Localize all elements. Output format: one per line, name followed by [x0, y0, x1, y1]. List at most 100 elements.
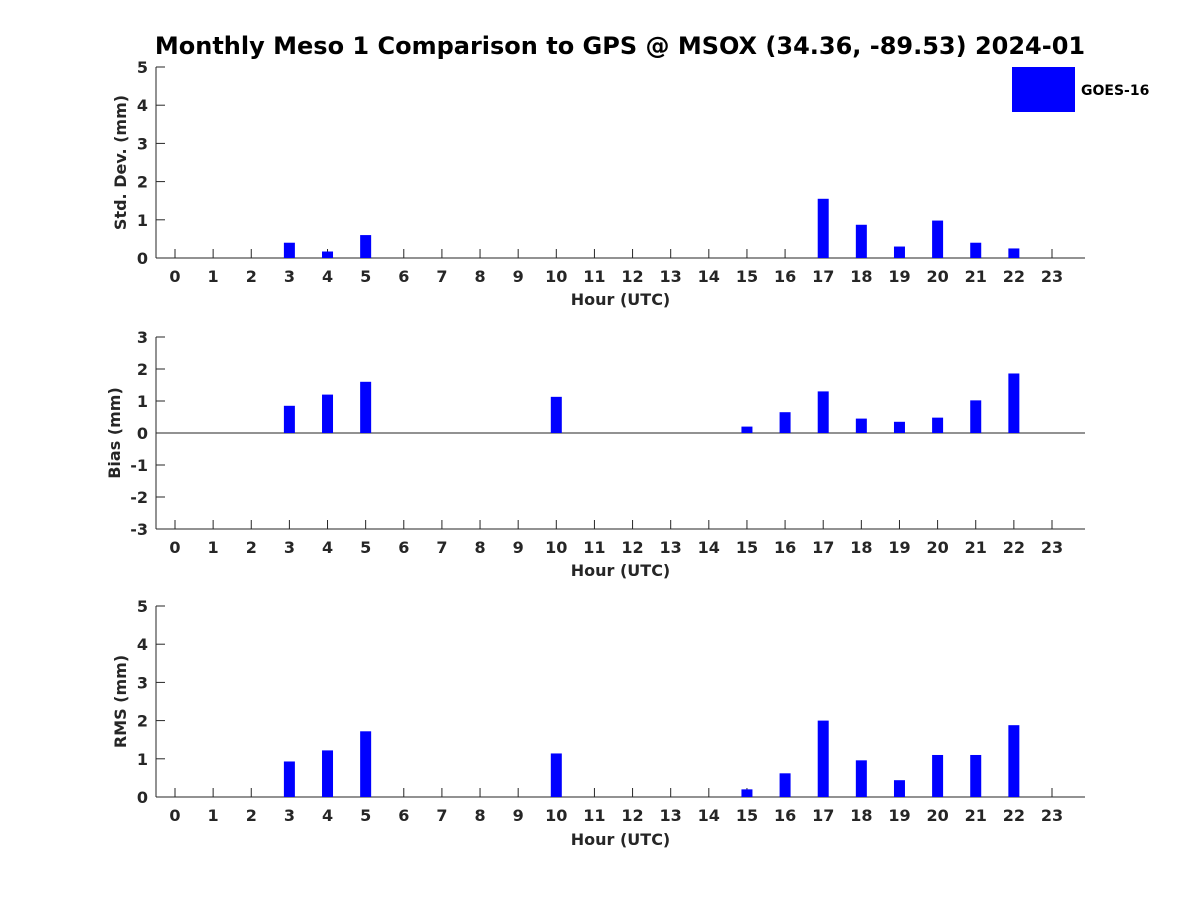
bar-hour-3 [283, 405, 295, 433]
x-tick-label: 19 [888, 267, 910, 286]
x-tick-label: 21 [965, 538, 987, 557]
x-tick-label: 20 [926, 267, 948, 286]
y-axis-label: Bias (mm) [105, 387, 124, 479]
bar-hour-22 [1008, 725, 1020, 797]
bar-hour-20 [932, 754, 944, 797]
bar-hour-5 [360, 235, 372, 258]
y-tick-label: 2 [137, 712, 148, 731]
x-tick-label: 15 [736, 267, 758, 286]
bar-hour-19 [893, 246, 905, 258]
y-tick-label: 1 [137, 750, 148, 769]
x-tick-label: 17 [812, 267, 834, 286]
x-tick-label: 5 [360, 806, 371, 825]
x-tick-label: 13 [660, 806, 682, 825]
y-tick-label: 3 [137, 673, 148, 692]
x-tick-label: 17 [812, 806, 834, 825]
x-tick-label: 4 [322, 806, 333, 825]
bar-hour-22 [1008, 248, 1020, 258]
x-tick-label: 18 [850, 806, 872, 825]
bar-hour-18 [855, 760, 867, 797]
y-tick-label: 0 [137, 249, 148, 268]
y-tick-label: 2 [137, 173, 148, 192]
x-tick-label: 8 [474, 267, 485, 286]
x-tick-label: 1 [208, 806, 219, 825]
x-tick-label: 20 [926, 806, 948, 825]
bar-hour-16 [779, 412, 791, 433]
x-tick-label: 8 [474, 806, 485, 825]
y-tick-label: 5 [137, 597, 148, 616]
bar-hour-20 [932, 220, 944, 258]
x-axis-label: Hour (UTC) [571, 830, 671, 849]
x-tick-label: 13 [660, 267, 682, 286]
y-tick-label: 2 [137, 360, 148, 379]
y-tick-label: 4 [137, 96, 148, 115]
y-tick-label: -3 [130, 520, 148, 539]
bar-hour-10 [550, 396, 562, 433]
x-tick-label: 18 [850, 538, 872, 557]
y-axis-label: Std. Dev. (mm) [111, 95, 130, 230]
y-tick-label: 0 [137, 424, 148, 443]
x-tick-label: 23 [1041, 267, 1063, 286]
bar-hour-4 [322, 750, 334, 797]
bar-hour-17 [817, 720, 829, 797]
y-tick-label: 5 [137, 58, 148, 77]
y-tick-label: 1 [137, 211, 148, 230]
x-tick-label: 23 [1041, 806, 1063, 825]
x-tick-label: 9 [513, 267, 524, 286]
y-tick-label: 3 [137, 328, 148, 347]
bar-hour-21 [970, 754, 982, 797]
x-tick-label: 14 [698, 538, 720, 557]
x-tick-label: 17 [812, 538, 834, 557]
bar-hour-17 [817, 391, 829, 433]
x-tick-label: 0 [169, 806, 180, 825]
y-axis-label: RMS (mm) [111, 655, 130, 748]
bar-hour-18 [855, 418, 867, 433]
bar-hour-3 [283, 242, 295, 258]
x-tick-label: 18 [850, 267, 872, 286]
x-tick-label: 13 [660, 538, 682, 557]
x-tick-label: 7 [436, 267, 447, 286]
legend-label: GOES-16 [1081, 83, 1149, 99]
bar-hour-4 [322, 251, 334, 258]
x-axis-label: Hour (UTC) [571, 561, 671, 580]
bar-hour-19 [893, 780, 905, 797]
x-tick-label: 22 [1003, 538, 1025, 557]
bar-hour-3 [283, 761, 295, 797]
x-tick-label: 11 [583, 806, 605, 825]
x-tick-label: 8 [474, 538, 485, 557]
bar-hour-19 [893, 421, 905, 433]
bar-hour-20 [932, 417, 944, 433]
x-tick-label: 5 [360, 538, 371, 557]
x-tick-label: 4 [322, 538, 333, 557]
bar-hour-17 [817, 198, 829, 258]
x-tick-label: 6 [398, 538, 409, 557]
x-tick-label: 9 [513, 806, 524, 825]
bar-hour-18 [855, 224, 867, 258]
x-tick-label: 3 [284, 806, 295, 825]
y-tick-label: 0 [137, 788, 148, 807]
x-tick-label: 3 [284, 538, 295, 557]
y-tick-label: 1 [137, 392, 148, 411]
x-tick-label: 16 [774, 538, 796, 557]
x-tick-label: 11 [583, 538, 605, 557]
x-tick-label: 7 [436, 538, 447, 557]
x-tick-label: 6 [398, 267, 409, 286]
bar-hour-21 [970, 242, 982, 258]
x-tick-label: 9 [513, 538, 524, 557]
y-tick-label: -2 [130, 488, 148, 507]
x-tick-label: 3 [284, 267, 295, 286]
x-tick-label: 22 [1003, 806, 1025, 825]
x-tick-label: 0 [169, 538, 180, 557]
y-tick-label: -1 [130, 456, 148, 475]
x-tick-label: 14 [698, 267, 720, 286]
x-tick-label: 2 [246, 538, 257, 557]
x-tick-label: 23 [1041, 538, 1063, 557]
y-tick-label: 4 [137, 635, 148, 654]
bar-hour-4 [322, 394, 334, 433]
x-tick-label: 4 [322, 267, 333, 286]
x-tick-label: 16 [774, 806, 796, 825]
bar-hour-10 [550, 753, 562, 797]
bar-hour-15 [741, 789, 753, 797]
